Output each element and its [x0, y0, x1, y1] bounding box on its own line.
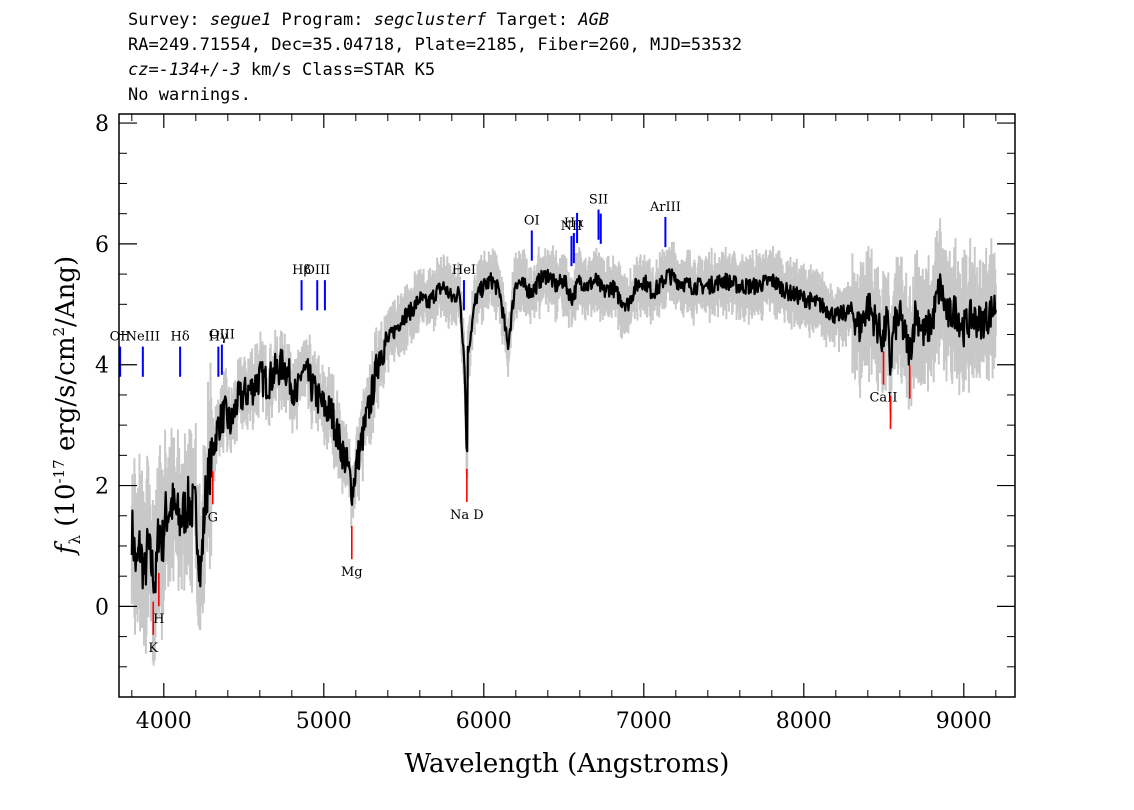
header-line-3: cz=-134+/-3 km/s Class=STAR K5	[128, 60, 435, 80]
y-tick-label: 4	[95, 354, 109, 379]
y-title-close: /Ang)	[51, 256, 81, 327]
absorption-label: Mg	[341, 565, 363, 580]
target-value: AGB	[578, 10, 610, 30]
target-label: Target:	[486, 10, 579, 30]
emission-label: HeI	[452, 263, 476, 278]
x-tick-label: 7000	[616, 709, 672, 734]
y-tick-label: 6	[95, 233, 109, 258]
y-axis-title: fλ (10-17 erg/s/cm2/Ang)	[50, 256, 84, 556]
x-tick-label: 6000	[456, 709, 512, 734]
absorption-label: K	[148, 641, 158, 656]
absorption-label: Na D	[450, 508, 484, 523]
y-tick-label: 2	[95, 475, 109, 500]
x-tick-label: 4000	[136, 709, 192, 734]
y-title-mid: erg/s/cm	[51, 337, 81, 460]
survey-label: Survey:	[128, 10, 210, 30]
absorption-label: CaII	[869, 391, 897, 406]
emission-label: Hγ	[209, 330, 228, 345]
x-axis-title: Wavelength (Angstroms)	[405, 749, 730, 779]
emission-label: OIII	[304, 263, 330, 278]
emission-label: Hδ	[171, 330, 190, 345]
emission-label: OII	[110, 330, 131, 345]
header-line-4: No warnings.	[128, 85, 251, 105]
program-value: segclusterf	[373, 10, 487, 30]
emission-label: NeIII	[126, 330, 160, 345]
absorption-label: G	[208, 510, 218, 525]
emission-label: Hα	[564, 216, 584, 231]
cz-label: cz=	[128, 60, 159, 80]
y-title-sub: λ	[66, 534, 84, 544]
absorption-label: H	[153, 612, 164, 627]
class-text: km/s Class=STAR K5	[240, 60, 436, 80]
axis-ticks: 4000 5000 6000 7000 8000 9000 0 2 4 6 8	[95, 112, 1015, 734]
x-tick-label: 8000	[776, 709, 832, 734]
y-title-exp2: 2	[50, 327, 68, 337]
flux-series	[130, 268, 997, 594]
survey-value: segue1	[209, 10, 272, 30]
header-line-1: Survey: segue1 Program: segclusterf Targ…	[128, 10, 609, 30]
flux-line	[130, 268, 997, 594]
program-label: Program:	[271, 10, 374, 30]
emission-label: OIII	[209, 328, 235, 343]
emission-label: Hβ	[292, 263, 311, 278]
y-title-exp1: -17	[50, 459, 68, 483]
y-tick-label: 0	[95, 595, 109, 620]
plot-frame	[118, 113, 1016, 698]
cz-value: -134+/-3	[158, 60, 241, 80]
x-tick-label: 9000	[936, 709, 992, 734]
header-line-2: RA=249.71554, Dec=35.04718, Plate=2185, …	[128, 35, 743, 55]
emission-label: ArIII	[649, 200, 681, 215]
y-tick-label: 8	[95, 112, 109, 137]
y-title-open: (10	[51, 483, 81, 535]
emission-label: OI	[524, 213, 540, 228]
x-tick-label: 5000	[296, 709, 352, 734]
emission-label: SII	[589, 193, 608, 208]
